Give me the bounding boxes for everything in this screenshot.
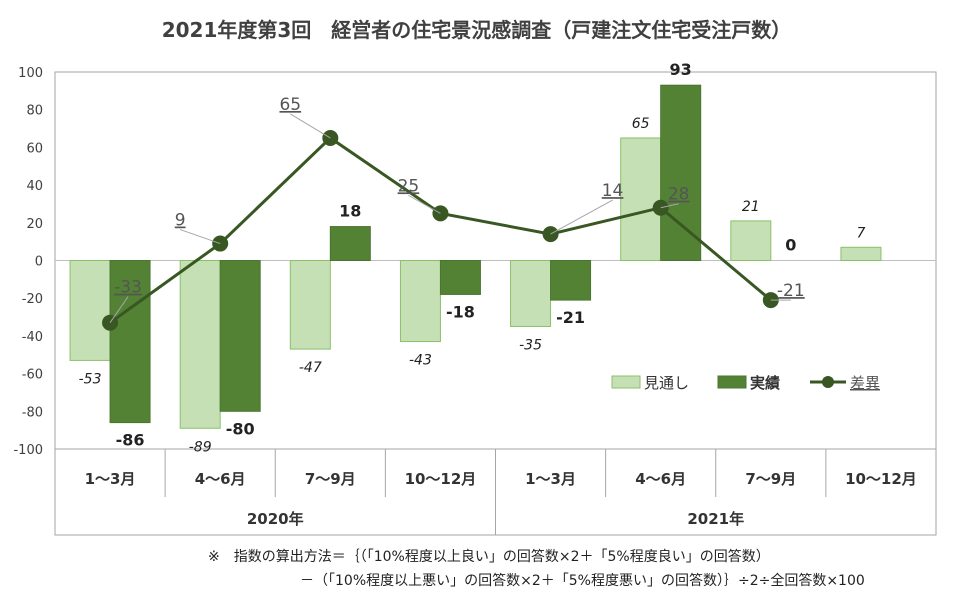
difference-data-label: 9 — [175, 211, 186, 231]
forecast-bar — [510, 260, 552, 327]
difference-data-label: 25 — [398, 176, 420, 196]
y-tick-label: -20 — [22, 292, 43, 307]
legend-swatch — [611, 375, 641, 389]
difference-leader — [550, 199, 613, 235]
x-tick-label: 1～3月 — [85, 470, 136, 488]
forecast-data-label: -43 — [409, 353, 432, 369]
formula-note-line-1: ※ 指数の算出方法＝｛（「10%程度以上良い」の回答数×2＋「5%程度良い」の回… — [208, 549, 770, 565]
legend-label: 差異 — [850, 374, 880, 392]
difference-data-label: 14 — [602, 181, 624, 201]
actual-data-label: 18 — [339, 202, 361, 221]
x-tick-label: 10～12月 — [845, 470, 917, 488]
actual-data-label: 93 — [670, 60, 692, 79]
y-tick-label: 60 — [26, 141, 43, 156]
forecast-bar — [840, 246, 882, 261]
actual-data-label: -80 — [226, 419, 255, 438]
y-tick-label: -40 — [22, 330, 43, 345]
x-tick-label: 7～9月 — [305, 470, 356, 488]
difference-leader — [180, 229, 221, 245]
y-tick-label: 0 — [35, 255, 43, 270]
y-tick-label: -60 — [22, 368, 43, 383]
actual-data-label: -21 — [556, 308, 585, 327]
actual-bar — [219, 260, 261, 412]
y-tick-label: 40 — [26, 179, 43, 194]
difference-data-label: 28 — [668, 185, 690, 205]
forecast-bar — [69, 260, 111, 361]
forecast-bar — [179, 260, 221, 429]
y-tick-label: -100 — [13, 443, 43, 458]
y-tick-label: 100 — [18, 66, 43, 81]
forecast-data-label: -53 — [79, 371, 102, 387]
forecast-data-label: 7 — [856, 225, 865, 241]
actual-bar — [109, 260, 151, 424]
difference-leader — [109, 296, 129, 323]
y-tick-label: 80 — [26, 104, 43, 119]
forecast-data-label: -35 — [519, 337, 542, 353]
legend-label: 見通し — [644, 374, 689, 392]
actual-bar — [439, 260, 481, 295]
difference-leader — [290, 113, 331, 139]
group-label: 2021年 — [687, 510, 744, 528]
forecast-bar — [730, 220, 772, 261]
x-tick-label: 4～6月 — [635, 470, 686, 488]
difference-data-label: -33 — [114, 278, 142, 298]
forecast-data-label: -47 — [299, 360, 322, 376]
forecast-data-label: -89 — [189, 439, 212, 455]
forecast-bar — [620, 137, 662, 262]
x-tick-label: 10～12月 — [405, 470, 477, 488]
y-tick-label: -80 — [22, 405, 43, 420]
forecast-bar — [399, 260, 441, 343]
forecast-data-label: 65 — [632, 116, 650, 132]
group-label: 2020年 — [247, 510, 304, 528]
actual-bar — [329, 226, 371, 262]
actual-data-label: -18 — [446, 302, 475, 321]
legend-marker — [822, 376, 834, 388]
actual-bar — [550, 260, 592, 301]
y-tick-label: 20 — [26, 217, 43, 232]
forecast-bar — [289, 260, 331, 350]
formula-note-line-2: －（「10%程度以上悪い」の回答数×2＋「5%程度悪い」の回答数）｝÷2÷全回答… — [300, 573, 865, 589]
legend-label: 実績 — [750, 374, 780, 392]
actual-data-label: -86 — [116, 431, 145, 450]
difference-data-label: 65 — [279, 95, 301, 115]
forecast-data-label: 21 — [742, 199, 760, 215]
difference-data-label: -21 — [777, 281, 805, 301]
x-tick-label: 4～6月 — [195, 470, 246, 488]
legend-swatch — [717, 375, 747, 389]
actual-data-label: 0 — [785, 236, 796, 255]
x-tick-label: 1～3月 — [525, 470, 576, 488]
chart-title: 2021年度第3回 経営者の住宅景況感調査（戸建注文住宅受注戸数） — [161, 18, 792, 42]
difference-leader — [660, 203, 679, 209]
difference-leader — [408, 194, 441, 214]
actual-bar — [660, 84, 702, 261]
x-tick-label: 7～9月 — [745, 470, 796, 488]
